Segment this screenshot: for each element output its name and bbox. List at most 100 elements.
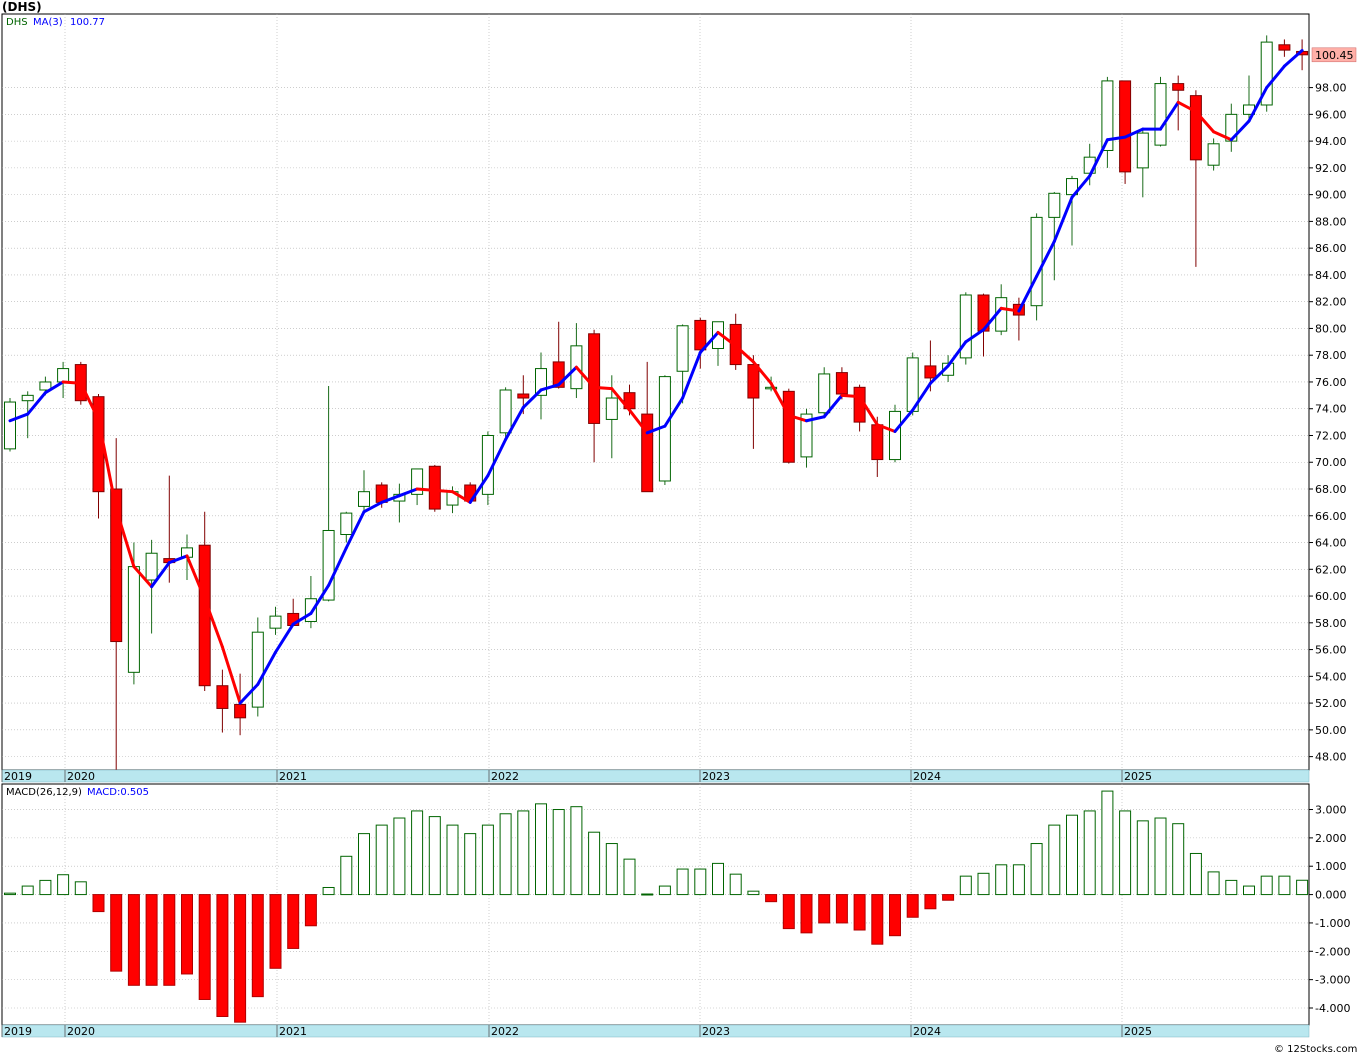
macd-bar — [1012, 864, 1025, 896]
ma-segment — [911, 381, 932, 412]
macd-bar — [1278, 875, 1291, 896]
price-tick-label: 68.00 — [1315, 483, 1347, 496]
candle-body — [1189, 95, 1202, 161]
macd-y-axis: -4.000 -3.000 -2.000 -1.000 0.000 1.000 2.000 3… — [1309, 804, 1350, 1015]
ma-segment — [433, 488, 454, 494]
ma-segment — [132, 565, 154, 589]
price-tick-label: 50.00 — [1315, 724, 1347, 737]
ma-segment — [468, 474, 490, 504]
macd-bar — [942, 894, 955, 901]
macd-tick-label: 0.000 — [1315, 889, 1347, 902]
candle-body — [765, 386, 778, 390]
ma-segment — [893, 408, 915, 433]
ma-segment — [1282, 49, 1304, 68]
year-label: 2021 — [279, 770, 307, 783]
ma-segment — [840, 393, 862, 399]
price-tick-label: 80.00 — [1315, 322, 1347, 335]
macd-bar — [464, 833, 477, 896]
macd-bar — [110, 894, 123, 972]
ma-segment — [1176, 100, 1198, 114]
price-y-axis: 48.00 50.00 52.00 54.00 56.00 58.00 60.00 62.00… — [1309, 82, 1347, 764]
candle-body — [358, 491, 370, 507]
macd-bar — [924, 894, 937, 910]
watermark: © 12Stocks.com — [1274, 1044, 1357, 1055]
ma-segment — [822, 393, 844, 419]
candle-body — [145, 552, 158, 581]
macd-bar — [393, 817, 406, 896]
ma-segment — [309, 583, 331, 615]
macd-tick-label: -3.000 — [1315, 974, 1350, 987]
price-tick-label: 96.00 — [1315, 108, 1347, 121]
year-label: 2023 — [702, 1025, 730, 1038]
ma-segment — [1035, 239, 1056, 278]
ma-segment — [1017, 274, 1039, 313]
candle-body — [1136, 132, 1149, 169]
candle-body — [1207, 143, 1220, 166]
macd-bar — [1048, 824, 1061, 896]
macd-bar — [782, 894, 795, 930]
macd-bar — [322, 886, 335, 896]
candle-body — [4, 401, 16, 450]
candle-body — [1048, 192, 1061, 218]
ma-segment — [734, 344, 755, 364]
macd-bar — [92, 894, 105, 913]
ma-segment — [451, 490, 472, 504]
ma-segment — [875, 423, 897, 433]
price-x-axis: 2019 2020 2021 2022 2023 2024 2025 — [1, 769, 1310, 783]
ma-segment — [645, 424, 667, 435]
year-label: 2024 — [913, 1025, 941, 1038]
macd-bar — [358, 833, 370, 896]
macd-bar — [446, 824, 459, 896]
macd-value-label: MACD:0.505 — [87, 787, 149, 798]
macd-bar — [499, 813, 512, 896]
macd-tick-label: 2.000 — [1315, 832, 1347, 845]
candle-body — [340, 512, 353, 536]
ma-segment — [220, 645, 242, 705]
price-legend: DHS MA(3) 100.77 — [6, 17, 105, 28]
macd-bar — [605, 843, 618, 896]
ma-segment — [203, 597, 224, 649]
price-tick-label: 58.00 — [1315, 617, 1347, 630]
last-price-label: 100.45 — [1315, 49, 1354, 62]
candle-body — [1101, 80, 1114, 151]
ma-segment — [557, 365, 578, 387]
ma-segment — [928, 364, 950, 385]
macd-bar — [340, 855, 353, 896]
macd-bar — [251, 894, 264, 998]
macd-bar — [694, 868, 707, 896]
candle-body — [39, 381, 52, 391]
price-tick-label: 54.00 — [1315, 670, 1347, 683]
candle-body — [234, 703, 247, 719]
ma-segment — [946, 340, 968, 368]
macd-tick-label: 3.000 — [1315, 804, 1347, 817]
candle-body — [251, 631, 264, 708]
moving-average-line — [8, 49, 1304, 705]
macd-bar — [1154, 817, 1167, 896]
candle-body — [959, 294, 972, 359]
ma-segment — [681, 351, 702, 400]
macd-label: MACD(26,12,9) — [6, 787, 82, 798]
candle-body — [676, 325, 689, 372]
ma-segment — [858, 395, 879, 427]
macd-bar — [57, 874, 70, 896]
candle-body — [800, 413, 813, 458]
ma-segment — [344, 510, 366, 550]
macd-bar — [287, 894, 300, 949]
macd-bar — [375, 824, 388, 896]
ma-segment — [415, 487, 437, 492]
candle-body — [889, 410, 901, 461]
year-label: 2020 — [67, 1025, 95, 1038]
macd-tick-label: -4.000 — [1315, 1002, 1350, 1015]
macd-bar — [163, 894, 176, 986]
candle-body — [304, 598, 317, 622]
ma-segment — [504, 405, 525, 442]
candle-body — [588, 333, 601, 424]
macd-bar — [552, 809, 565, 896]
price-tick-label: 76.00 — [1315, 376, 1347, 389]
ma-segment — [574, 365, 596, 389]
macd-bar — [1083, 810, 1096, 896]
ma-segment — [769, 381, 791, 417]
ma-segment — [291, 611, 313, 626]
candle-body — [1278, 44, 1291, 51]
candle-body — [21, 394, 34, 402]
